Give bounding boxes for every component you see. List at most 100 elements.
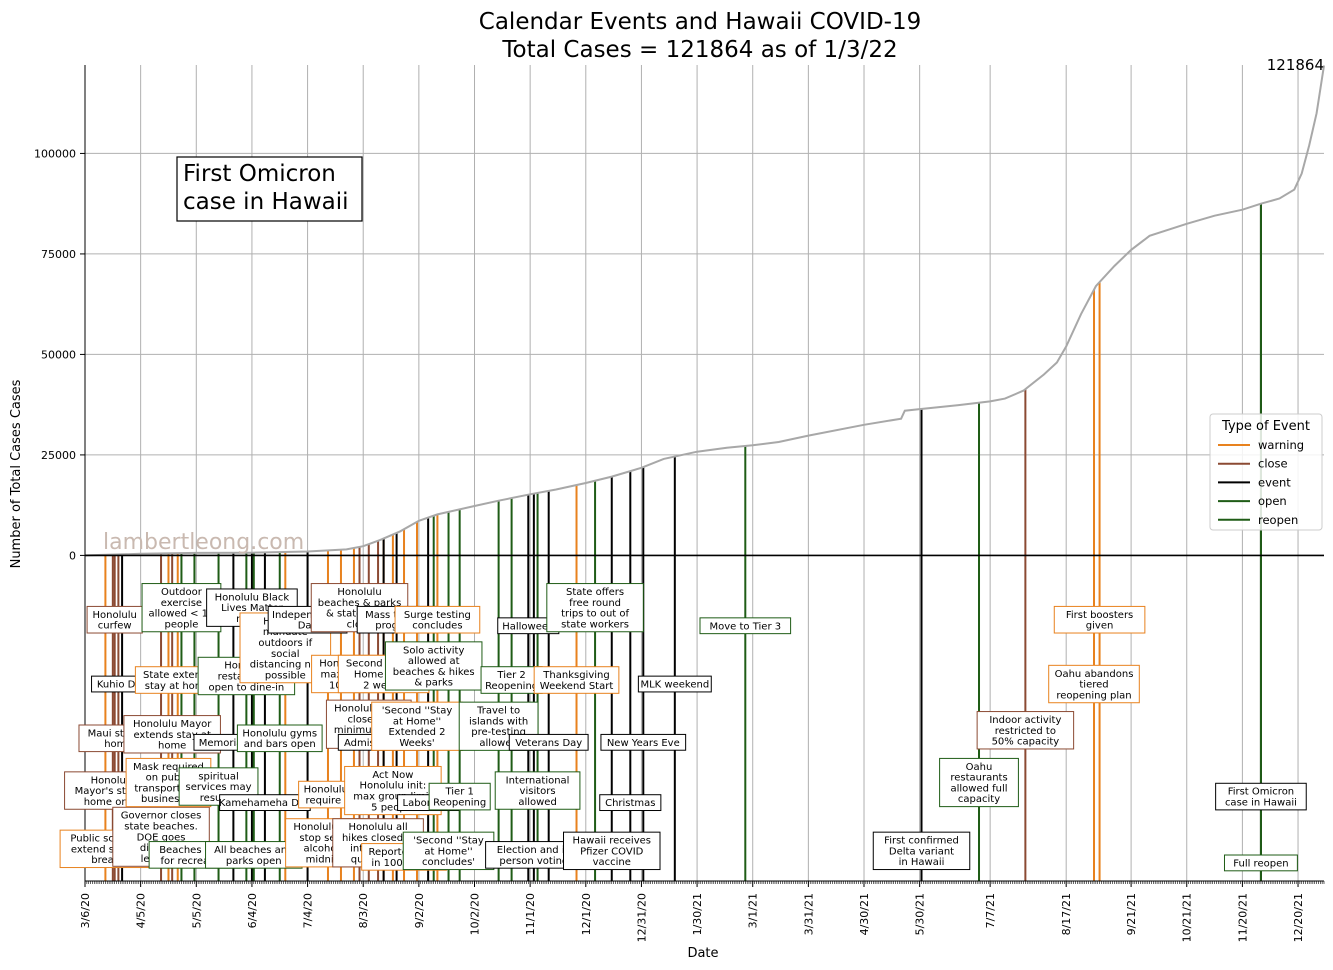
annotation-text: allowed < 10	[148, 609, 214, 620]
annotation-text: Solo activity	[403, 645, 464, 656]
annotation-box	[508, 733, 589, 751]
annotation-text: All beaches and	[214, 845, 293, 856]
event-annotation: Christmas	[599, 794, 662, 812]
callout-box	[176, 156, 363, 222]
annotation-text: islands with	[469, 716, 528, 727]
legend-label-reopen: reopen	[1258, 513, 1298, 527]
annotation-text: break	[91, 855, 120, 866]
annotation-text: State extends	[143, 670, 213, 681]
annotation-text: Indoor activity	[989, 715, 1061, 726]
annotation-text: state beaches.	[124, 822, 198, 833]
annotation-text: Honolulu Mayor	[133, 719, 212, 730]
annotation-text: Halloween	[502, 621, 554, 632]
annotation-text: case in Hawaii	[1225, 798, 1297, 809]
annotation-box	[1215, 782, 1307, 811]
annotation-text: Outdoor	[161, 587, 203, 598]
annotation-text: Honolulu bars	[334, 704, 403, 715]
annotation-text: Oahu	[966, 762, 993, 773]
annotation-text: Weekend Start	[540, 681, 614, 692]
annotation-text: parks open	[226, 856, 282, 867]
end-value-label: 121864	[1267, 56, 1324, 74]
annotation-text: Mayor's stay at	[75, 786, 152, 797]
annotation-text: Governor closes	[121, 811, 202, 822]
annotation-text: given	[1086, 621, 1114, 632]
annotation-text: stop selling	[299, 833, 356, 844]
annotation-text: exercise	[161, 598, 202, 609]
legend-label-close: close	[1258, 457, 1288, 471]
annotation-text: distancing not	[250, 660, 321, 671]
annotation-box	[384, 641, 483, 691]
annotation-box	[371, 701, 463, 751]
annotation-text: First Omicron	[1228, 787, 1294, 798]
annotation-text: trips to out of	[561, 609, 629, 620]
annotation-box	[637, 675, 712, 693]
annotation-text: curfew	[98, 621, 132, 632]
annotation-text: minimum of 3	[334, 725, 404, 736]
annotation-text: and bars open	[244, 739, 316, 750]
annotation-text: allowed at	[408, 656, 460, 667]
x-tick-label: 4/30/21	[858, 893, 871, 935]
x-tick-label: 7/7/21	[984, 893, 997, 928]
annotation-text: allowed	[518, 797, 556, 808]
x-tick-label: 3/31/21	[802, 893, 815, 935]
annotation-text: outdoors if	[258, 638, 312, 649]
annotation-text: Beaches open	[159, 845, 229, 856]
y-tick-label: 50000	[41, 348, 76, 361]
annotation-text: Reopening	[433, 798, 486, 809]
legend-label-event: event	[1258, 475, 1291, 489]
annotation-text: state workers	[561, 619, 629, 630]
annotation-text: Honolulu init:	[360, 781, 427, 792]
event-annotation: Move to Tier 3	[699, 617, 792, 635]
x-tick-label: 12/31/20	[635, 893, 648, 942]
x-tick-label: 10/21/21	[1181, 893, 1194, 942]
callout-text: case in Hawaii	[183, 189, 349, 215]
x-tick-label: 9/21/21	[1125, 893, 1138, 935]
annotation-text: Thanksgiving	[542, 670, 609, 681]
annotation-text: services may	[186, 782, 252, 793]
annotation-text: Second Stay at	[346, 659, 422, 670]
annotation-box	[546, 583, 644, 633]
annotation-text: Home order	[354, 670, 414, 681]
annotation-text: Tier 1	[444, 787, 473, 798]
annotation-text: resume	[200, 793, 238, 804]
annotation-text: DOE goes	[137, 832, 186, 843]
annotation-text: at Home''	[393, 716, 441, 727]
x-tick-label: 3/6/20	[79, 893, 92, 928]
annotation-text: Weeks'	[399, 738, 434, 749]
annotation-text: Honolulu	[93, 610, 137, 621]
annotation-text: Tier 2	[496, 670, 525, 681]
annotation-text: extend spring	[71, 844, 140, 855]
annotation-text: close for	[347, 714, 391, 725]
annotation-text: visitors	[520, 786, 556, 797]
annotation-text: Honolulu bars	[293, 822, 362, 833]
annotation-text: Honolulu gyms	[242, 728, 317, 739]
annotation-text: require masks	[306, 796, 377, 807]
x-tick-label: 4/5/20	[135, 893, 148, 928]
chart-title-line2: Total Cases = 121864 as of 1/3/22	[501, 37, 897, 63]
annotation-text: home order	[84, 797, 143, 808]
annotation-text: home	[158, 741, 186, 752]
annotation-text: social	[271, 649, 300, 660]
annotation-text: pre-testing	[471, 727, 526, 738]
annotation-text: midnight	[306, 855, 351, 866]
annotation-text: beaches & hikes	[393, 667, 475, 678]
annotation-box	[494, 771, 581, 810]
x-tick-label: 5/5/20	[190, 893, 203, 928]
annotation-text: 50% capacity	[992, 737, 1060, 748]
annotation-text: max group limit	[353, 791, 432, 802]
annotation-text: First boosters	[1066, 610, 1133, 621]
annotation-text: for recreation	[161, 856, 229, 867]
annotation-text: Maui stay at	[88, 728, 150, 739]
annotation-text: stay at home	[145, 681, 211, 692]
chart-title-line1: Calendar Events and Hawaii COVID-19	[479, 9, 921, 35]
